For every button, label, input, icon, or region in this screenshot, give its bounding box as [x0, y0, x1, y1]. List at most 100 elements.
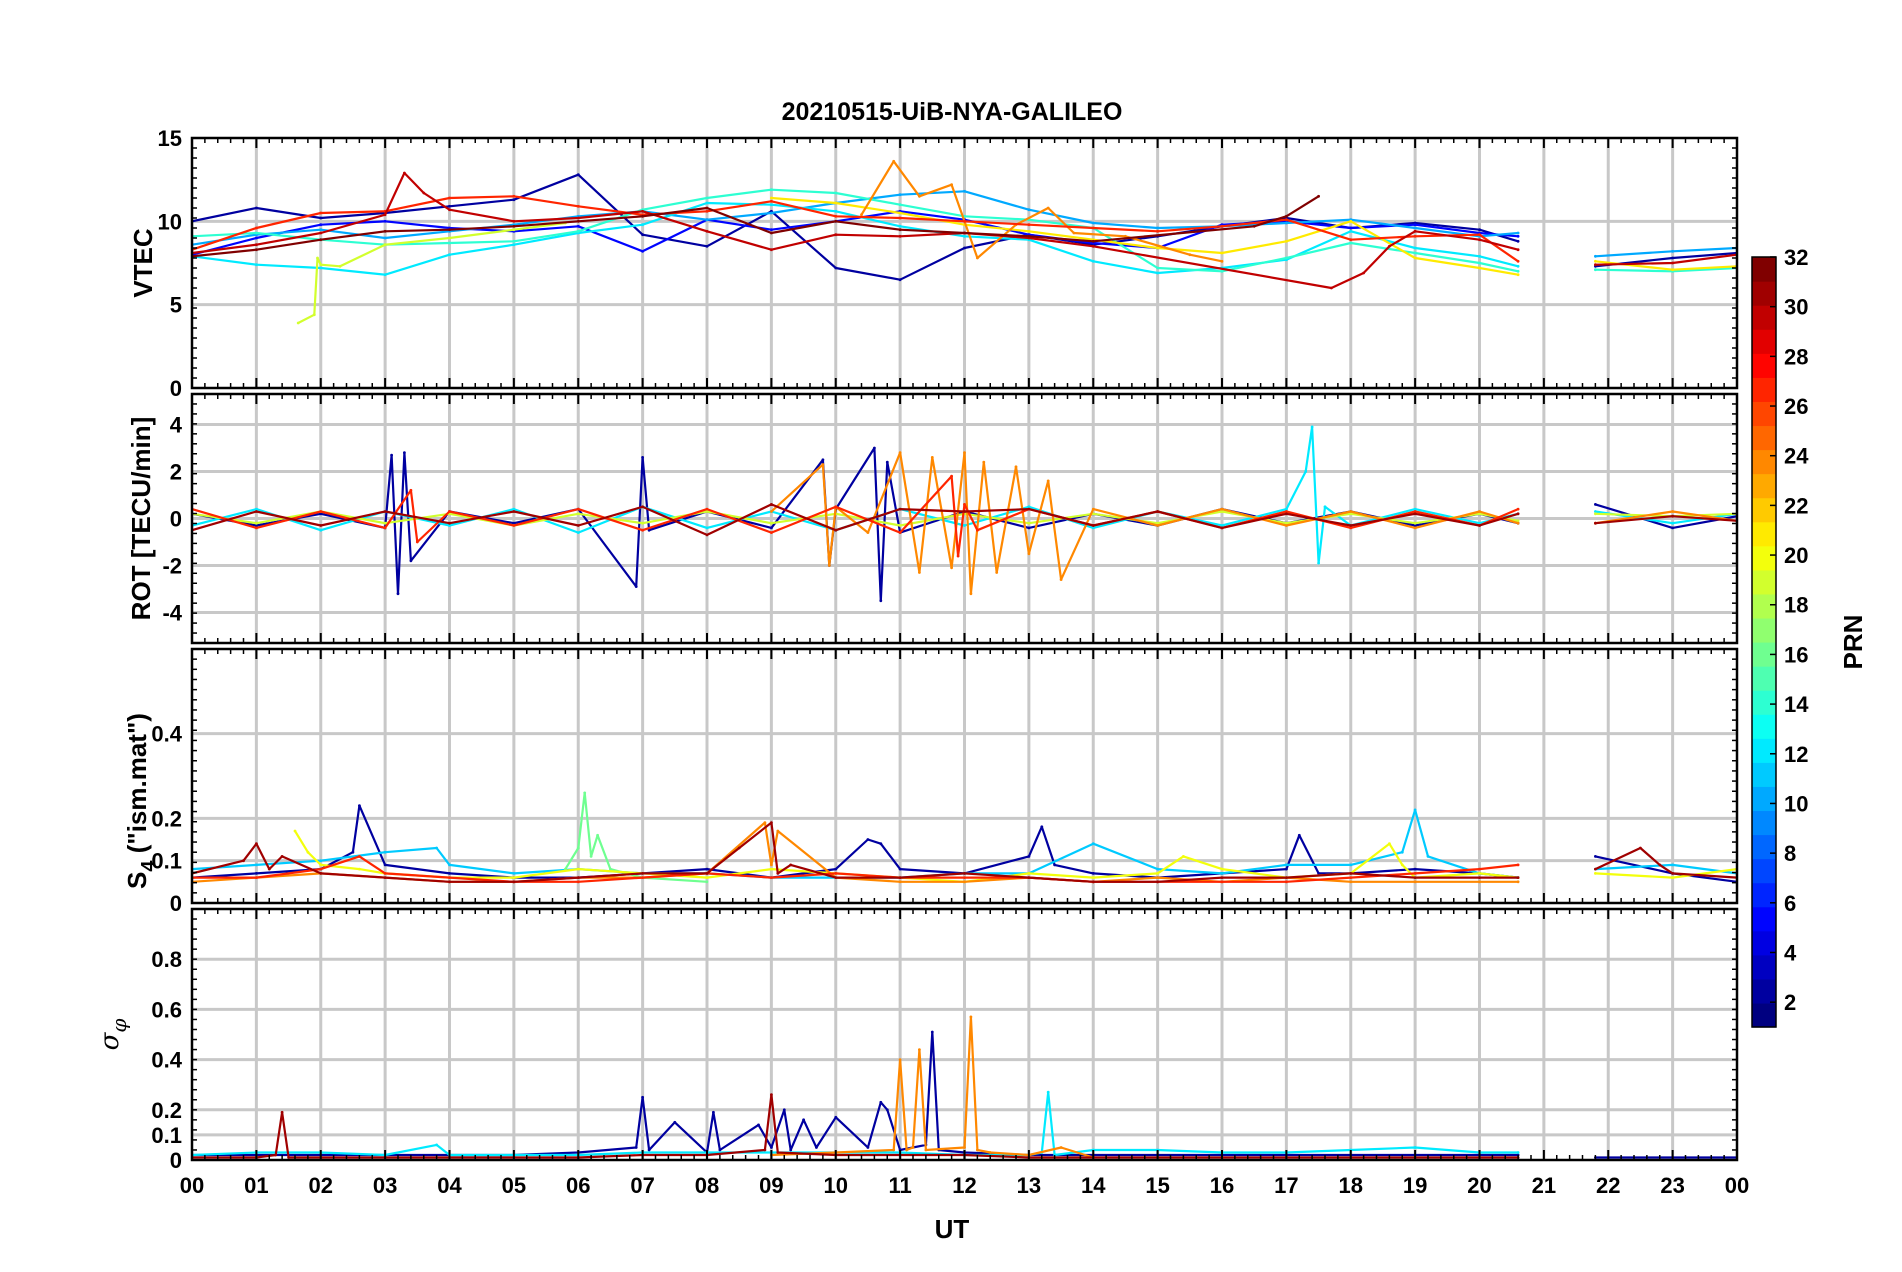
data-point-prn-2	[770, 1146, 773, 1149]
data-point-prn-31	[1639, 846, 1642, 850]
data-point-prn-20	[512, 876, 516, 879]
data-point-prn-16	[705, 880, 709, 884]
data-point-prn-31	[319, 524, 323, 527]
y-tick-label: 0.1	[151, 1123, 182, 1148]
x-tick-label: 09	[759, 1173, 783, 1198]
data-point-prn-11	[1285, 863, 1288, 867]
x-tick-label: 20	[1467, 1173, 1491, 1198]
data-point-prn-20	[1027, 872, 1031, 875]
data-point-prn-2	[448, 204, 451, 208]
data-point-prn-24	[995, 571, 999, 574]
data-point-prn-10	[1156, 226, 1159, 230]
data-point-prn-20	[319, 863, 323, 867]
data-point-prn-10	[319, 228, 323, 232]
data-point-prn-2	[1671, 256, 1674, 260]
y-axis-label: S4 ("ism.mat")	[122, 713, 160, 889]
data-point-prn-27	[1285, 880, 1288, 884]
data-point-prn-24	[770, 510, 773, 513]
data-point-prn-20	[1594, 872, 1597, 875]
data-point-prn-30	[705, 229, 709, 233]
data-point-prn-24	[1156, 524, 1159, 527]
data-point-prn-27	[1156, 229, 1159, 233]
data-point-prn-24	[969, 1015, 973, 1019]
data-point-prn-31	[448, 521, 451, 525]
data-point-prn-19	[1349, 512, 1353, 516]
colorbar-tick-label: 24	[1784, 444, 1809, 469]
data-point-prn-27	[383, 872, 387, 875]
data-point-prn-20	[1156, 872, 1159, 875]
data-point-prn-24	[1220, 259, 1224, 263]
data-point-prn-32	[319, 238, 323, 242]
data-point-prn-11	[1426, 855, 1430, 858]
colorbar-swatch	[1752, 617, 1776, 643]
data-point-prn-19	[1285, 521, 1288, 525]
x-tick-label: 05	[502, 1173, 526, 1198]
data-point-prn-27	[705, 209, 709, 213]
data-point-prn-24	[1156, 876, 1159, 879]
data-point-prn-32	[448, 228, 451, 232]
data-point-prn-2	[1594, 503, 1597, 506]
data-point-prn-21	[1478, 266, 1481, 270]
data-point-prn-27	[255, 876, 258, 879]
data-point-prn-30	[512, 219, 516, 223]
data-point-prn-30	[1594, 263, 1597, 267]
data-point-prn-2	[782, 1108, 786, 1112]
data-point-prn-31	[319, 872, 323, 875]
data-point-prn-31	[770, 503, 773, 506]
data-point-prn-21	[1220, 251, 1224, 255]
data-point-prn-32	[898, 228, 902, 232]
data-point-prn-20	[1182, 855, 1185, 858]
data-point-prn-32	[963, 231, 966, 235]
data-point-prn-2	[647, 528, 651, 532]
data-point-prn-2	[879, 599, 883, 603]
colorbar-swatch	[1752, 497, 1776, 523]
data-point-prn-31	[383, 876, 387, 879]
series-line-prn-32	[192, 195, 1320, 258]
data-point-prn-19	[312, 313, 316, 317]
series-line-prn-16	[564, 791, 708, 883]
panel-frame	[190, 907, 1739, 1162]
data-point-prn-2	[1671, 526, 1674, 530]
y-tick-label: 0.1	[151, 849, 182, 874]
data-point-prn-31	[834, 876, 838, 879]
data-point-prn-14	[1516, 269, 1520, 273]
x-tick-label: 03	[373, 1173, 397, 1198]
data-point-prn-2	[834, 1115, 838, 1119]
data-point-prn-5	[1516, 234, 1520, 238]
data-point-prn-2	[885, 1108, 889, 1112]
data-point-prn-31	[1349, 872, 1353, 875]
data-point-prn-31	[789, 863, 793, 867]
data-point-prn-27	[576, 507, 580, 511]
data-point-prn-24	[1285, 524, 1288, 527]
data-point-prn-24	[1014, 465, 1018, 469]
data-point-prn-14	[512, 239, 516, 243]
data-point-prn-31	[267, 867, 271, 871]
data-point-prn-12	[1285, 507, 1288, 511]
data-point-prn-19	[770, 521, 773, 525]
data-point-prn-10	[1516, 231, 1520, 235]
data-point-prn-19	[1027, 521, 1031, 525]
data-point-prn-31	[1220, 526, 1224, 530]
y-tick-label: -4	[162, 600, 182, 625]
data-point-prn-10	[1594, 254, 1597, 258]
data-point-prn-24	[1349, 880, 1353, 884]
colorbar-tick-label: 10	[1784, 791, 1808, 816]
data-point-prn-11	[1349, 863, 1353, 867]
panel-frame	[190, 392, 1739, 645]
data-point-prn-19	[448, 236, 451, 240]
colorbar-swatch	[1752, 329, 1776, 354]
data-point-prn-21	[834, 201, 838, 205]
data-point-prn-27	[1285, 218, 1288, 222]
colorbar-swatch	[1752, 449, 1776, 475]
data-point-prn-31	[280, 1110, 284, 1114]
colorbar-swatch	[1752, 690, 1776, 715]
data-point-prn-30	[383, 213, 387, 217]
data-point-prn-19	[1220, 510, 1224, 513]
data-point-prn-12	[512, 507, 516, 511]
data-point-prn-27	[1516, 863, 1520, 867]
data-point-prn-10	[1413, 226, 1417, 230]
y-axis-label: VTEC	[128, 228, 158, 298]
data-point-prn-24	[1091, 507, 1095, 511]
data-point-prn-31	[274, 1153, 278, 1157]
